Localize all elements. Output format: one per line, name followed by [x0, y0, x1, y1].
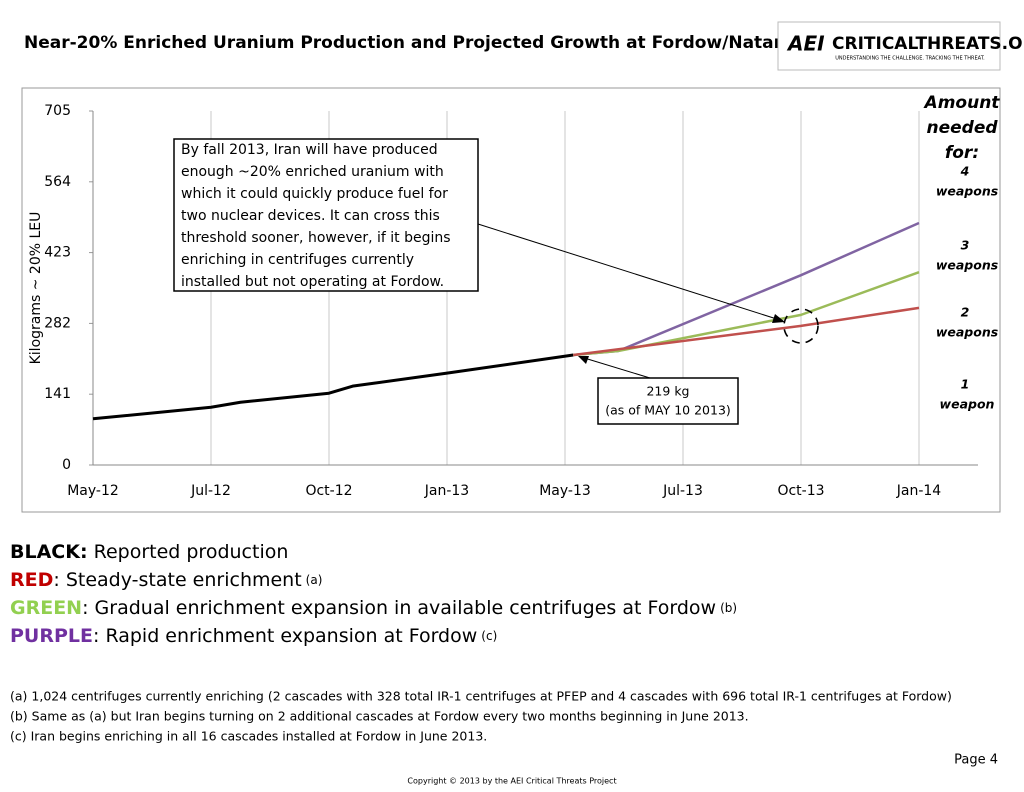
legend-entry: PURPLE: Rapid enrichment expansion at Fo…	[10, 625, 497, 647]
footnote: (c) Iran begins enriching in all 16 casc…	[10, 729, 487, 744]
legend-text: : Steady-state enrichment	[53, 569, 301, 591]
threshold-marker	[783, 308, 819, 344]
callout-text: enough ~20% enriched uranium with	[181, 164, 444, 180]
x-tick-label: Oct-12	[305, 483, 352, 499]
point-arrow	[580, 356, 651, 379]
logo-left: AEI	[786, 32, 825, 56]
y-tick-label: 423	[44, 245, 71, 261]
legend-key: BLACK:	[10, 541, 88, 563]
chart-frame	[21, 87, 1001, 513]
needed-count: 4	[960, 164, 970, 179]
point-label: 219 kg	[646, 384, 689, 399]
y-axis-label: Kilograms ~ 20% LEU	[28, 212, 44, 365]
legend-note: (b)	[720, 601, 737, 615]
needed-count: 2	[961, 305, 970, 320]
series-line	[92, 353, 574, 421]
legend-entry: BLACK: Reported production	[10, 541, 288, 563]
callout-text: which it could quickly produce fuel for	[181, 186, 448, 202]
x-tick-label: Oct-13	[777, 483, 824, 499]
x-tick-label: Jul-12	[190, 483, 231, 499]
logo-frame	[777, 21, 1001, 71]
x-tick-label: May-13	[539, 483, 591, 499]
legend-entry: RED: Steady-state enrichment (a)	[10, 569, 322, 591]
legend-text: Reported production	[88, 541, 289, 563]
y-tick-label: 705	[44, 103, 71, 119]
point-label-box	[597, 377, 739, 425]
needed-heading: needed	[926, 118, 998, 138]
logo-tagline: UNDERSTANDING THE CHALLENGE. TRACKING TH…	[835, 56, 985, 62]
legend-key: PURPLE	[10, 625, 93, 647]
callout-text: By fall 2013, Iran will have produced	[181, 142, 438, 158]
series-line	[573, 271, 920, 357]
logo: AEI CRITICALTHREATS.ORG UNDERSTANDING TH…	[777, 21, 1024, 71]
x-tick-label: Jan-14	[896, 483, 942, 499]
callout-text: enriching in centrifuges currently	[181, 252, 414, 268]
series-line	[573, 306, 920, 357]
needed-count: 3	[961, 238, 970, 253]
legend-key: GREEN	[10, 597, 82, 619]
legend-key: RED	[10, 569, 53, 591]
legend-note: (c)	[481, 629, 497, 643]
footnote: (b) Same as (a) but Iran begins turning …	[10, 709, 749, 724]
callout-arrow-head	[772, 314, 785, 323]
x-tick-label: Jan-13	[424, 483, 469, 499]
legend-text: : Gradual enrichment expansion in availa…	[82, 597, 716, 619]
needed-unit: weapons	[936, 184, 998, 199]
needed-count: 1	[961, 377, 970, 392]
needed-heading: Amount	[923, 93, 1001, 113]
needed-heading: for:	[945, 143, 979, 163]
point-label: (as of MAY 10 2013)	[605, 403, 731, 418]
point-arrow-head	[578, 356, 589, 364]
x-tick-label: Jul-13	[662, 483, 703, 499]
legend-text: : Rapid enrichment expansion at Fordow	[93, 625, 477, 647]
y-tick-label: 564	[44, 174, 71, 190]
y-tick-label: 282	[44, 315, 71, 331]
series-line	[573, 221, 920, 357]
needed-unit: weapon	[940, 397, 995, 412]
legend-note: (a)	[306, 573, 323, 587]
x-tick-label: May-12	[67, 483, 119, 499]
needed-unit: weapons	[936, 325, 998, 340]
footnote: (a) 1,024 centrifuges currently enrichin…	[10, 689, 952, 704]
callout-text: threshold sooner, however, if it begins	[181, 230, 451, 246]
callout-arrow	[477, 223, 784, 322]
y-tick-label: 141	[44, 386, 71, 402]
legend-entry: GREEN: Gradual enrichment expansion in a…	[10, 597, 737, 619]
y-tick-label: 0	[62, 457, 71, 473]
copyright: Copyright © 2013 by the AEI Critical Thr…	[407, 777, 616, 786]
page-title: Near-20% Enriched Uranium Production and…	[24, 33, 796, 53]
callout-text: installed but not operating at Fordow.	[181, 274, 444, 290]
page-number: Page 4	[954, 753, 998, 768]
needed-unit: weapons	[936, 258, 998, 273]
callout-text: two nuclear devices. It can cross this	[181, 208, 440, 224]
logo-right: CRITICALTHREATS.ORG	[832, 34, 1024, 54]
callout-box	[173, 138, 479, 292]
